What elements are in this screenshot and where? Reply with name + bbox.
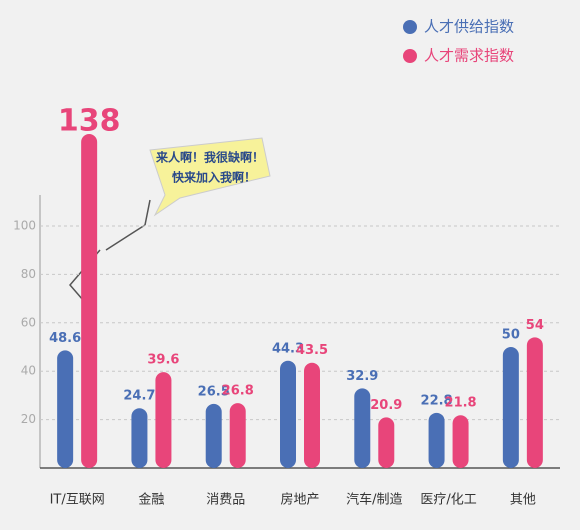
legend-marker [403,49,417,63]
bar [428,412,445,468]
value-label: 26.5 [198,384,230,399]
bar [304,362,320,468]
value-label: 26.8 [222,384,254,399]
bar [502,347,519,468]
x-tick-label: 消费品 [206,493,245,508]
bar [378,417,395,468]
bar [229,403,246,468]
bar [452,415,469,468]
legend-marker [403,20,417,34]
bar [131,408,148,468]
value-label: 20.9 [370,398,402,413]
bar [155,372,172,468]
x-tick-label: 汽车/制造 [346,492,402,508]
legend-label: 人才供给指数 [424,18,514,36]
bar [280,360,296,468]
value-label: 44.3 [272,341,304,356]
x-tick-label: 其他 [510,493,536,508]
value-label: 48.6 [49,331,81,346]
bar [81,134,98,469]
value-label: 22.8 [421,393,453,408]
value-label: 24.7 [123,389,155,404]
y-tick-label: 100 [13,219,36,233]
bar [526,337,543,468]
y-tick-label: 40 [21,364,36,378]
bar [57,350,74,468]
value-label: 138 [58,104,121,139]
annotation: 快来加入我啊！ [172,170,256,185]
y-tick-label: 20 [21,412,36,426]
value-label: 50 [502,328,520,343]
value-label: 32.9 [346,369,378,384]
value-label: 21.8 [445,396,477,411]
legend-label: 人才需求指数 [424,47,514,65]
y-tick-label: 60 [21,315,36,329]
speech-bubble [149,137,271,217]
x-tick-label: 房地产 [280,492,319,508]
value-label: 54 [526,318,544,333]
x-tick-label: 医疗/化工 [420,493,476,508]
x-tick-label: IT/互联网 [50,493,105,508]
bar [205,403,222,468]
y-tick-label: 80 [21,267,36,281]
value-label: 39.6 [147,353,179,368]
annotation: 来人啊！我很缺啊！ [155,150,264,165]
value-label: 43.5 [296,343,328,358]
x-tick-label: 金融 [138,492,164,508]
bar [354,388,371,468]
